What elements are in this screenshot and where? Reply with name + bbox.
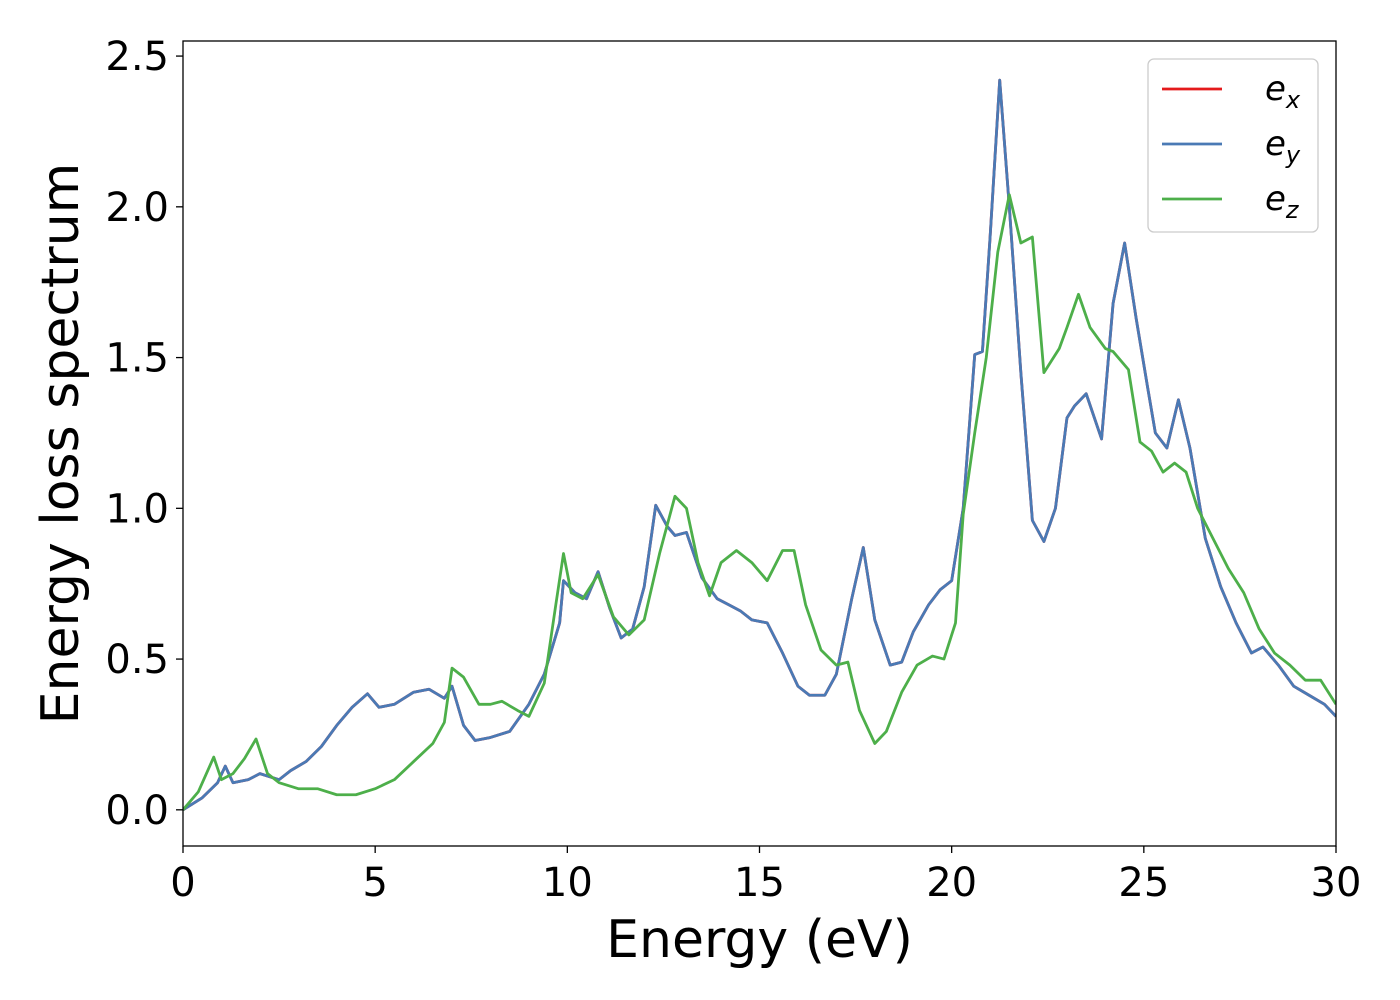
x-axis: 0 5 10 15 20 25 30	[170, 846, 1361, 906]
y-tick-label: 2.5	[105, 34, 169, 80]
legend-label: ez	[1265, 179, 1300, 224]
plot-lines	[183, 78, 1336, 812]
y-axis-label: Energy loss spectrum	[31, 163, 91, 725]
series-line-e-y	[183, 78, 1336, 812]
legend-label: ex	[1265, 69, 1301, 114]
legend: ex ey ez	[1147, 58, 1319, 233]
x-tick-label: 25	[1118, 860, 1169, 906]
legend-label: ey	[1265, 124, 1301, 169]
y-tick-label: 0.0	[105, 788, 169, 834]
y-tick-label: 1.0	[105, 486, 169, 532]
x-tick-label: 20	[926, 860, 977, 906]
y-tick-label: 0.5	[105, 637, 169, 683]
y-tick-label: 2.0	[105, 185, 169, 231]
x-tick-label: 5	[362, 860, 387, 906]
legend-box	[1147, 58, 1319, 233]
series-line-e-z	[183, 193, 1336, 811]
x-tick-label: 15	[734, 860, 785, 906]
x-tick-label: 0	[170, 860, 195, 906]
y-axis: 0.0 0.5 1.0 1.5 2.0 2.5	[105, 34, 183, 834]
x-tick-label: 10	[542, 860, 593, 906]
x-axis-label: Energy (eV)	[606, 910, 913, 970]
y-tick-label: 1.5	[105, 336, 169, 382]
x-tick-label: 30	[1311, 860, 1362, 906]
